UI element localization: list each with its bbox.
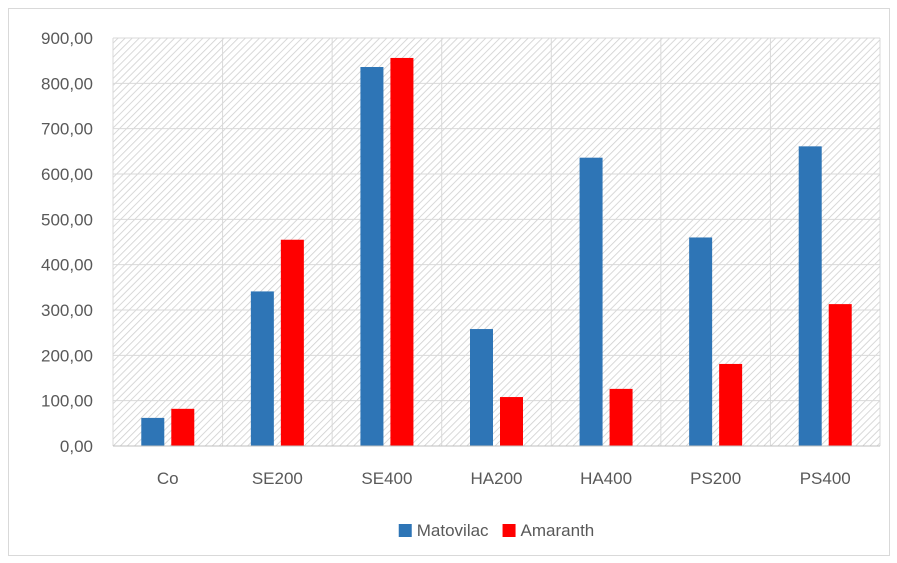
- bar-matovilac-ps200: [689, 237, 713, 446]
- bar-matovilac-ha400: [579, 157, 603, 446]
- gridlines: [112, 37, 881, 446]
- x-tick-label: SE200: [252, 469, 303, 488]
- bar-amaranth-se200: [280, 239, 304, 446]
- legend-item-matovilac: Matovilac: [398, 521, 489, 540]
- legend: Matovilac Amaranth: [398, 521, 595, 540]
- legend-label: Matovilac: [417, 521, 489, 540]
- legend-item-amaranth: Amaranth: [502, 521, 595, 540]
- bar-amaranth-se400: [390, 57, 414, 447]
- x-axis-ticks: Co SE200 SE400 HA200 HA400 PS200 PS400: [157, 469, 851, 488]
- y-tick-label: 800,00: [41, 74, 93, 93]
- bar-amaranth-ha400: [609, 388, 633, 446]
- bar-amaranth-ha200: [500, 397, 523, 446]
- x-tick-label: PS200: [690, 469, 741, 488]
- bar-matovilac-se400: [360, 67, 384, 446]
- bar-amaranth-co: [171, 408, 195, 446]
- bar-amaranth-ps400: [828, 304, 852, 446]
- plot-area: [113, 38, 880, 446]
- y-axis-ticks: 0,00 100,00 200,00 300,00 400,00 500,00 600,00…: [41, 29, 93, 456]
- y-tick-label: 0,00: [60, 437, 93, 456]
- y-tick-label: 900,00: [41, 29, 93, 48]
- y-tick-label: 200,00: [41, 346, 93, 365]
- legend-swatch: [398, 524, 412, 537]
- y-tick-label: 700,00: [41, 120, 93, 139]
- bar-matovilac-co: [141, 417, 165, 446]
- bar-matovilac-se200: [250, 291, 274, 446]
- x-tick-label: SE400: [361, 469, 412, 488]
- bars: [141, 57, 852, 447]
- y-tick-label: 400,00: [41, 256, 93, 275]
- y-tick-label: 300,00: [41, 301, 93, 320]
- bar-matovilac-ha200: [470, 329, 493, 446]
- x-tick-label: PS400: [800, 469, 851, 488]
- bar-amaranth-ps200: [719, 363, 743, 446]
- legend-swatch: [502, 524, 516, 537]
- y-tick-label: 500,00: [41, 210, 93, 229]
- x-tick-label: HA200: [471, 469, 523, 488]
- x-tick-label: Co: [157, 469, 179, 488]
- legend-label: Amaranth: [521, 521, 595, 540]
- y-tick-label: 600,00: [41, 165, 93, 184]
- bar-matovilac-ps400: [798, 146, 822, 446]
- x-tick-label: HA400: [580, 469, 632, 488]
- y-tick-label: 100,00: [41, 392, 93, 411]
